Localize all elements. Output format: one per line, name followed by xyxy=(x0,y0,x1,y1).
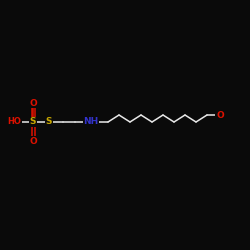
Text: NH: NH xyxy=(84,118,98,126)
Text: O: O xyxy=(29,98,37,108)
Text: HO: HO xyxy=(7,118,21,126)
Text: O: O xyxy=(216,110,224,120)
Text: O: O xyxy=(29,136,37,145)
Text: S: S xyxy=(46,118,52,126)
Text: S: S xyxy=(30,118,36,126)
